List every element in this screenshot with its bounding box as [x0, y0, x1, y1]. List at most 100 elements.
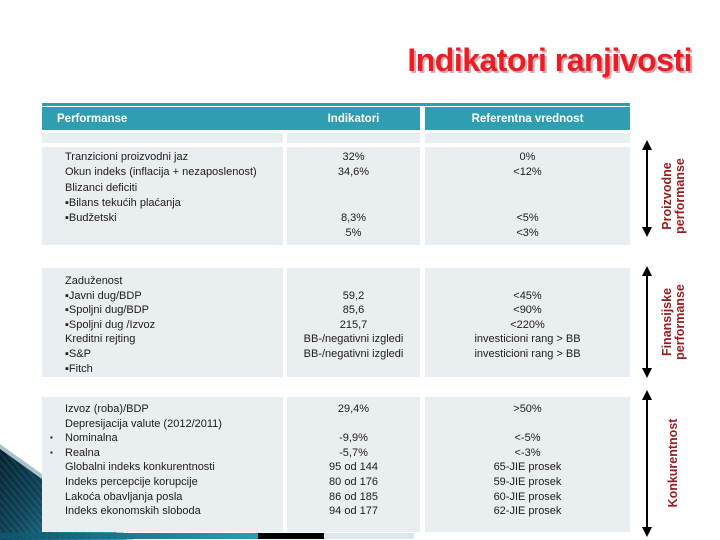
table-row-line: [287, 181, 420, 196]
table-row-line: Izvoz (roba)/BDP: [65, 403, 149, 415]
slide-title: Indikatori ranjivosti: [407, 42, 692, 78]
table-row-line: ▪Fitch: [65, 362, 93, 375]
table-row-line: Kreditni rejting: [65, 333, 136, 346]
table-row-line: [425, 417, 630, 432]
table-row-line: [425, 362, 630, 377]
table-row-line: Zaduženost: [65, 275, 123, 287]
table-row-line: ▪Javni dug/BDP: [65, 289, 142, 302]
double-arrow-icon: [642, 390, 652, 537]
table-row-line: [425, 274, 630, 289]
bottom-bar-teal: [0, 533, 258, 539]
table-row-line: 62-JIE prosek: [493, 505, 562, 518]
table-row-line: Lakoća obavljanja posla: [65, 490, 183, 503]
table-row-line: [425, 181, 630, 196]
table-row-line: 86 od 185: [329, 490, 378, 503]
performanse-cell: Zaduženost ▪Javni dug/BDP ▪Spoljni dug/BDP…: [42, 268, 283, 377]
table-row-line: Depresijacija valute (2012/2011): [65, 417, 222, 430]
spacer-cell: [425, 133, 630, 143]
table-row-line: ▪S&P: [65, 347, 91, 360]
indikatori-cell: 29,4% -9,9% -5,7% 95 od 144 80 od 176 86 od 1…: [287, 397, 420, 532]
table-row-line: -5,7%: [339, 446, 368, 459]
table-row-line: 0%: [519, 151, 536, 163]
table-row-line: investicioni rang > BB: [474, 347, 581, 360]
table-row-line: 60-JIE prosek: [493, 490, 562, 503]
performanse-cell: Tranzicioni proizvodni jaz Okun indeks (i…: [42, 147, 283, 245]
table-row-line: Globalni indeks konkurentnosti: [65, 461, 215, 474]
table-row-line: BB-/negativni izgledi: [303, 347, 404, 360]
table-row-line: Indeks ekonomskih sloboda: [65, 505, 201, 518]
table-row-line: Tranzicioni proizvodni jaz: [65, 151, 189, 163]
table-row-line: 94 od 177: [329, 505, 378, 518]
side-label-line: Proizvodne: [659, 162, 674, 230]
referentna-vrednost-cell: >50% <-5% <-3% 65-JIE prosek 59-JIE prosek 60…: [425, 397, 630, 532]
spacer-cell: [287, 133, 420, 143]
side-label-line: performanse: [673, 284, 687, 360]
indikatori-cell: 32% 34,6% 8,3% 5%: [287, 147, 420, 245]
spacer-cell: [42, 133, 283, 143]
table-block-finansijske-performanse: Zaduženost ▪Javni dug/BDP ▪Spoljni dug/BDP…: [42, 268, 630, 377]
table-block-konkurentnost: Izvoz (roba)/BDP Depresijacija valute (20…: [42, 397, 630, 532]
column-header-referentna-vrednost: Referentna vrednost: [425, 107, 630, 130]
table-row-line: 80 od 176: [329, 475, 378, 488]
table-row-line: Indeks percepcije korupcije: [65, 475, 198, 488]
row-label: Nominalna: [65, 432, 118, 445]
bullet-icon: ▪: [50, 433, 53, 443]
table-row-line: investicioni rang > BB: [474, 333, 581, 346]
column-header-performanse: Performanse: [42, 107, 298, 130]
side-label-konkurentnost: Konkurentnost: [659, 398, 689, 528]
table-row-line: <220%: [510, 318, 545, 331]
table-row-line: [287, 417, 420, 432]
table-row-line: [42, 226, 283, 241]
table-row-line: 34,6%: [337, 166, 370, 179]
table-row-line: [287, 274, 420, 289]
table-top-border: [42, 103, 630, 106]
table-row-line: 85,6: [342, 304, 365, 317]
referentna-vrednost-cell: 0% <12% <5% <3%: [425, 147, 630, 245]
table-row-line: 5%: [345, 227, 362, 240]
table-row-line: 215,7: [339, 318, 368, 331]
side-label-line: Konkurentnost: [666, 418, 681, 508]
table-row-line: ▪Budžetski: [65, 212, 117, 225]
double-arrow-icon: [642, 266, 652, 378]
table-row-line: <-3%: [514, 446, 541, 459]
side-label-proizvodne-performanse: Proizvodne performanse: [659, 131, 689, 261]
column-header-indikatori: Indikatori: [287, 107, 420, 130]
table-row-line: 59-JIE prosek: [493, 475, 562, 488]
table-row-line: 59,2: [342, 289, 365, 302]
table-row-line: BB-/negativni izgledi: [303, 333, 404, 346]
table-row-line: >50%: [513, 403, 542, 415]
table-spacer-row: [42, 133, 630, 143]
table-row-line: 65-JIE prosek: [493, 461, 562, 474]
table-row-line: ▪Spoljni dug /Izvoz: [65, 318, 156, 331]
table-row-line: [287, 196, 420, 211]
performanse-cell: Izvoz (roba)/BDP Depresijacija valute (20…: [42, 397, 283, 532]
row-label: Realna: [65, 446, 100, 459]
table-row-line: <12%: [513, 166, 542, 179]
table-row-line: <45%: [513, 289, 542, 302]
bullet-icon: ▪: [50, 447, 53, 457]
table-header-row: Performanse Indikatori Referentna vredno…: [42, 107, 630, 130]
table-row-line: 95 od 144: [329, 461, 378, 474]
table-row-line: [425, 196, 630, 211]
side-label-line: performanse: [673, 158, 687, 234]
table-row-line: <-5%: [514, 432, 541, 445]
double-arrow-icon: [642, 140, 652, 237]
referentna-vrednost-cell: <45% <90% <220% investicioni rang > BB inves…: [425, 268, 630, 377]
side-label-finansijske-performanse: Finansijske performanse: [659, 257, 689, 387]
table-row-line: Okun indeks (inflacija + nezaposlenost): [65, 166, 257, 179]
table-row-line: ▪ Realna: [42, 446, 283, 461]
indikatori-cell: 59,2 85,6 215,7 BB-/negativni izgledi BB-/ne…: [287, 268, 420, 377]
table-row-line: <3%: [516, 227, 539, 240]
table-row-line: Blizanci deficiti: [65, 181, 138, 194]
table-row-line: [287, 362, 420, 377]
bottom-bar-black: [258, 533, 324, 539]
table-row-line: ▪Spoljni dug/BDP: [65, 304, 150, 317]
table-row-line: 8,3%: [340, 212, 367, 225]
table-row-line: 29,4%: [337, 403, 370, 415]
table-row-line: ▪ Nominalna: [42, 431, 283, 446]
table-row-line: <5%: [516, 212, 539, 225]
table-row-line: -9,9%: [339, 432, 368, 445]
side-label-line: Finansijske: [659, 287, 674, 357]
bottom-bar-pale: [324, 533, 414, 539]
